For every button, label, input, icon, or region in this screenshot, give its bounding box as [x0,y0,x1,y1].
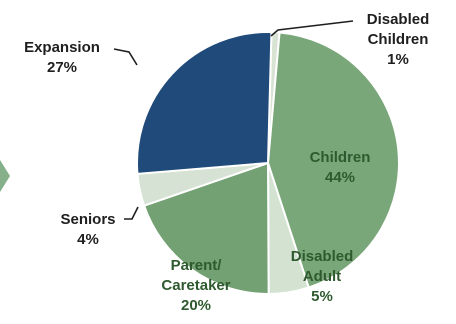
slice-children [266,31,400,289]
left-edge-fragment [0,160,10,192]
leader-line-disabled-children [270,20,354,37]
leader-line-seniors [124,206,139,220]
leader-line-expansion [113,48,138,66]
data-label-seniors: Seniors 4% [60,211,115,248]
slice-expansion [136,31,273,175]
data-label-disabled-children: Disabled Children 1% [367,11,430,68]
data-label-disabled-adult: Disabled Adult 5% [291,248,354,305]
data-label-parent-caretaker: Parent/Caretaker 20% [161,257,230,314]
data-label-expansion: Expansion 27% [24,39,100,76]
data-label-children: Children 44% [310,149,371,186]
